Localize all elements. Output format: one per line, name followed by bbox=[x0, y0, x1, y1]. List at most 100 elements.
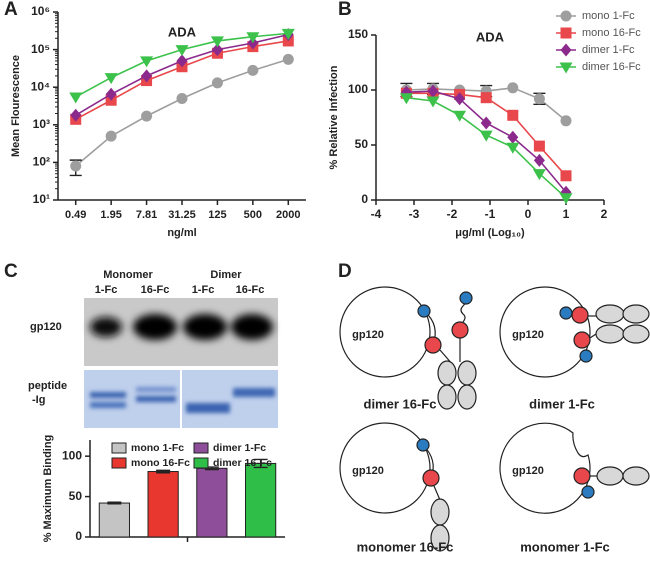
legend-swatch bbox=[111, 442, 127, 454]
marker bbox=[282, 53, 294, 65]
marker bbox=[399, 93, 413, 105]
x-axis-label: μg/ml (Log₁₀) bbox=[455, 227, 525, 239]
marker bbox=[70, 160, 82, 172]
legend-swatch bbox=[193, 457, 209, 469]
legend-label: dimer 1-Fc bbox=[582, 44, 635, 56]
panel-label: D bbox=[338, 261, 352, 282]
marker bbox=[559, 193, 573, 205]
marker bbox=[427, 84, 439, 98]
x-tick-label: 1.95 bbox=[100, 209, 121, 221]
legend-label: mono 16-Fc bbox=[582, 27, 641, 39]
legend-label: mono 16-Fc bbox=[131, 457, 190, 469]
legend-marker bbox=[560, 27, 572, 39]
gel-lane: 16-Fc bbox=[236, 284, 265, 296]
y-tick-label: 100 bbox=[62, 448, 82, 462]
marker bbox=[480, 92, 492, 104]
bar bbox=[147, 471, 179, 538]
chart-title: ADA bbox=[168, 24, 197, 39]
marker bbox=[560, 170, 572, 182]
diagram-caption: dimer 16-Fc bbox=[364, 396, 437, 411]
x-tick-label: -2 bbox=[447, 207, 458, 221]
x-tick-label: 500 bbox=[244, 209, 262, 221]
diagram-caption: monomer 1-Fc bbox=[520, 539, 610, 554]
panel-label: C bbox=[4, 261, 18, 282]
gel-group: Dimer bbox=[210, 269, 242, 281]
panel-label: B bbox=[338, 0, 352, 20]
marker bbox=[507, 130, 519, 144]
marker bbox=[210, 36, 224, 48]
y-axis-label: % Maximum Binding bbox=[42, 435, 54, 543]
x-tick-label: -3 bbox=[409, 207, 420, 221]
marker bbox=[532, 169, 546, 181]
x-tick-label: 2000 bbox=[276, 209, 300, 221]
x-tick-label: 31.25 bbox=[168, 209, 196, 221]
marker bbox=[533, 153, 545, 167]
marker bbox=[533, 93, 545, 105]
y-axis-label: Mean Flourescence bbox=[10, 55, 22, 157]
gel-lane: 16-Fc bbox=[141, 284, 170, 296]
y-tick-label: 10³ bbox=[33, 117, 50, 131]
diagram-caption: monomer 16-Fc bbox=[357, 539, 454, 554]
x-tick-label: -4 bbox=[371, 207, 382, 221]
gel-lane: 1-Fc bbox=[192, 284, 215, 296]
diagram-caption: dimer 1-Fc bbox=[529, 396, 595, 411]
marker bbox=[140, 56, 154, 68]
chart-title: ADA bbox=[476, 29, 505, 44]
y-tick-label: 10¹ bbox=[33, 192, 50, 206]
gel-peptide-bands bbox=[90, 387, 275, 413]
diagram-label: gp120 bbox=[352, 329, 384, 341]
marker bbox=[247, 64, 259, 76]
x-tick-label: 125 bbox=[208, 209, 226, 221]
y-tick-label: 100 bbox=[348, 82, 368, 96]
x-tick-label: 7.81 bbox=[136, 209, 157, 221]
y-axis-label: % Relative Infection bbox=[328, 65, 340, 169]
marker bbox=[453, 110, 467, 122]
x-tick-label: 0 bbox=[525, 207, 532, 221]
y-tick-label: 50 bbox=[355, 137, 369, 151]
legend-label: dimer 1-Fc bbox=[213, 442, 266, 454]
y-tick-label: 10² bbox=[33, 155, 50, 169]
x-tick-label: 2 bbox=[601, 207, 608, 221]
marker bbox=[454, 92, 466, 106]
x-tick-label: 1 bbox=[563, 207, 570, 221]
marker bbox=[176, 54, 188, 68]
panel-label: A bbox=[4, 0, 18, 20]
gel-lane: 1-Fc bbox=[95, 284, 118, 296]
x-tick-label: 0.49 bbox=[65, 209, 86, 221]
diagram-label: gp120 bbox=[512, 329, 544, 341]
error-bar bbox=[253, 458, 268, 469]
legend-swatch bbox=[111, 457, 127, 469]
marker bbox=[141, 110, 153, 122]
marker bbox=[69, 92, 83, 104]
marker bbox=[560, 115, 572, 127]
y-tick-label: 0 bbox=[361, 192, 368, 206]
y-tick-label: 50 bbox=[69, 489, 83, 503]
marker bbox=[533, 140, 545, 152]
y-tick-label: 150 bbox=[348, 27, 368, 41]
marker bbox=[211, 77, 223, 89]
marker bbox=[175, 45, 189, 57]
bar bbox=[245, 462, 277, 538]
marker bbox=[426, 96, 440, 108]
diagram-label: gp120 bbox=[512, 465, 544, 477]
legend-swatch bbox=[193, 442, 209, 454]
legend-label: dimer 16-Fc bbox=[582, 61, 641, 73]
bar bbox=[98, 502, 130, 538]
x-axis-label: ng/ml bbox=[167, 227, 196, 239]
y-tick-label: 10⁶ bbox=[31, 4, 50, 18]
x-tick-label: -1 bbox=[485, 207, 496, 221]
y-tick-label: 10⁴ bbox=[31, 79, 50, 93]
gel-row-label: -Ig bbox=[32, 394, 45, 406]
legend-label: dimer 16-Fc bbox=[213, 457, 272, 469]
diagram bbox=[339, 286, 650, 552]
marker bbox=[507, 109, 519, 121]
marker bbox=[104, 73, 118, 85]
error-bar bbox=[107, 501, 122, 505]
legend-marker bbox=[560, 10, 572, 22]
marker bbox=[141, 69, 153, 83]
legend-label: mono 1-Fc bbox=[131, 442, 184, 454]
y-tick-label: 10⁵ bbox=[31, 42, 50, 56]
gel-row-label: gp120 bbox=[30, 321, 62, 333]
